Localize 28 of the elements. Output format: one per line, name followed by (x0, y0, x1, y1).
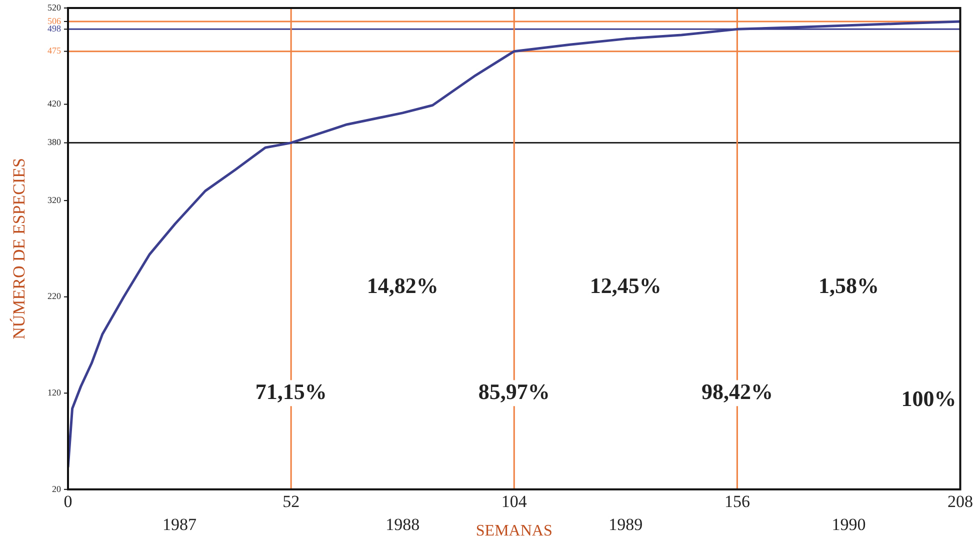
annotation: 85,97% (478, 378, 550, 404)
text: 1989 (608, 514, 643, 534)
y-tick-label: 320 (48, 194, 62, 205)
x-tick-label: 156 (724, 492, 750, 512)
annotation: 1,58% (818, 272, 879, 298)
annotation: 14,82% (366, 272, 438, 298)
y-tick-label: 120 (48, 387, 62, 398)
x-tick-label: 208 (948, 492, 973, 512)
y-tick-label: 520 (48, 2, 62, 12)
y-tick-label: 498 (48, 24, 62, 34)
y-axis-title: NÚMERO DE ESPECIES (10, 158, 29, 340)
y-tick-label: 380 (48, 137, 62, 148)
text: 1988 (386, 514, 420, 534)
text: 1987 (162, 514, 198, 534)
x-axis-title: SEMANAS (476, 522, 552, 540)
y-tick-label: 20 (52, 484, 62, 494)
y-tick-label: 220 (48, 291, 62, 302)
y-tick-label: 420 (48, 98, 62, 109)
annotation: 100% (901, 386, 956, 412)
annotation: 98,42% (701, 378, 773, 404)
annotation: 71,15% (255, 378, 327, 404)
x-tick-label: 0 (64, 492, 72, 512)
x-tick-label: 52 (282, 492, 300, 512)
text: 1990 (832, 514, 866, 534)
x-tick-label: 104 (501, 492, 528, 512)
y-tick-label: 475 (48, 46, 62, 56)
annotation: 12,45% (590, 272, 662, 298)
y-tick-label: 506 (48, 16, 62, 26)
